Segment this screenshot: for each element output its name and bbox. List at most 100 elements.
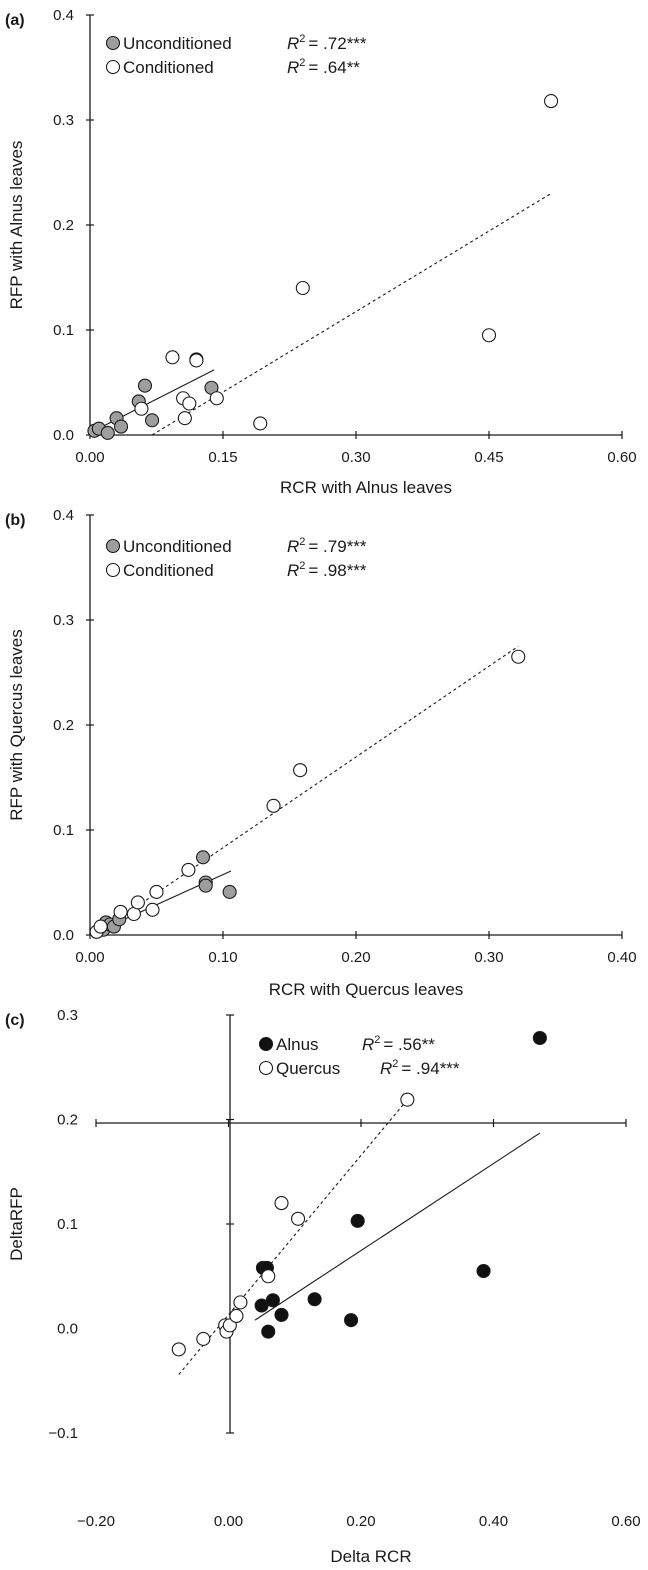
panel-c-y-tick-label: 0.3 [57,1007,78,1024]
panel-b-legend-marker-conditioned [105,562,121,578]
panel-c-label: (c) [5,1012,25,1029]
panel-a-y-tick-label: 0.1 [53,322,74,339]
panel-b-point-conditioned [93,919,108,934]
panel-c-legend-r2-alnus: R2 = .56** [362,1034,435,1054]
panel-c-legend-label-quercus: Quercus [276,1059,340,1078]
panel-b-y-tick-label: 0.3 [53,612,74,629]
panel-a-point-unconditioned [145,413,160,428]
panel-a-point-conditioned [544,94,559,109]
panel-a-y-tick-label: 0.4 [53,7,74,24]
panel-b-point-conditioned [113,904,128,919]
panel-a-trendline-unconditioned [89,369,215,434]
panel-b-point-unconditioned [196,850,211,865]
panel-b-x-tick-label: 0.40 [607,949,636,966]
panel-b-point-conditioned [293,763,308,778]
panel-a-legend-label-conditioned: Conditioned [123,58,214,77]
panel-c-y-tick-label: 0.2 [57,1112,78,1129]
panel-a-point-conditioned [134,401,149,416]
panel-c: (c) −0.1 0.0 0.1 0.2 0.3 −0.20 0.00 0.20 0.40 0.60… [5,1007,641,1566]
panel-c-x-tick-label: 0.60 [611,1513,640,1530]
panel-a-y-tick-label: 0.3 [53,112,74,129]
panel-c-legend-marker-alnus [258,1036,274,1052]
panel-c-point-alnus [476,1263,491,1279]
panel-c-y-axis-label: DeltaRFP [7,1187,26,1261]
panel-c-point-quercus [400,1092,415,1107]
panel-b-point-unconditioned [222,884,237,900]
panel-c-x-axis-label: Delta RCR [330,1547,411,1566]
panel-c-point-alnus [344,1313,359,1328]
panel-c-point-quercus [229,1308,244,1324]
panel-b-x-tick-label: 0.20 [341,949,370,966]
panel-a-x-tick-label: 0.30 [341,449,370,466]
panel-a-legend-marker-conditioned [105,59,121,75]
panel-a-point-conditioned [253,416,268,431]
panel-c-point-alnus [532,1030,547,1046]
panel-a-legend-marker-unconditioned [105,35,121,51]
panel-a: (a) 0.0 0.1 0.2 0.3 0.4 0.00 0.15 0.30 0.45 0.60 RC… [5,7,637,497]
panel-a-y-tick-label: 0.0 [53,427,74,444]
panel-b-y-tick-label: 0.0 [53,927,74,944]
panel-c-x-tick-label: −0.20 [77,1513,115,1530]
panel-c-x-tick-label: 0.20 [346,1513,375,1530]
panel-c-x-tick-label: 0.40 [479,1513,508,1530]
panel-a-x-tick-label: 0.15 [208,449,237,466]
panel-b-point-conditioned [511,649,526,664]
panel-c-point-alnus [254,1298,269,1313]
panel-a-y-axis-label: RFP with Alnus leaves [7,141,26,310]
panel-b-legend-label-conditioned: Conditioned [123,561,214,580]
panel-b-y-tick-label: 0.2 [53,717,74,734]
panel-b-x-tick-label: 0.00 [75,949,104,966]
panel-c-point-quercus [261,1269,276,1284]
panel-c-y-tick-label: 0.0 [57,1321,78,1338]
panel-b-y-tick-label: 0.4 [53,507,74,524]
panel-b-point-conditioned [145,902,160,917]
panel-c-point-quercus [291,1211,306,1226]
panel-a-point-conditioned [177,411,192,426]
panel-b-y-tick-label: 0.1 [53,822,74,839]
panel-c-legend-label-alnus: Alnus [276,1035,319,1054]
panel-b-point-conditioned [149,884,164,900]
panel-c-point-quercus [196,1331,211,1346]
panel-a-label: (a) [5,12,25,29]
panel-a-legend-label-unconditioned: Unconditioned [123,34,232,53]
panel-a-x-axis-label: RCR with Alnus leaves [280,478,452,497]
panel-c-trendline-alnus [254,1132,541,1321]
panel-a-x-tick-label: 0.00 [75,449,104,466]
panel-c-point-alnus [350,1213,365,1228]
panel-b-legend-marker-unconditioned [105,538,121,554]
panel-c-x-tick-label: 0.00 [214,1513,243,1530]
panel-c-point-quercus [233,1295,248,1310]
panel-c-y-tick-label: −0.1 [48,1425,78,1442]
panel-a-point-unconditioned [113,419,129,434]
panel-c-point-alnus [274,1307,289,1322]
panel-b-point-conditioned [266,798,281,813]
panel-b-x-tick-label: 0.10 [208,949,237,966]
panel-b: (b) 0.0 0.1 0.2 0.3 0.4 0.00 0.10 0.20 0.30 0.40 RC… [5,507,637,999]
panel-b-legend-r2-unconditioned: R2 = .79*** [287,536,367,556]
panel-c-point-alnus [265,1293,280,1308]
panel-b-point-conditioned [181,862,196,877]
panel-a-point-conditioned [189,353,204,368]
panel-b-point-unconditioned [198,878,213,893]
panel-c-y-tick-label: 0.1 [57,1216,78,1233]
panel-a-legend-r2-unconditioned: R2 = .72*** [287,33,367,53]
panel-b-x-axis-label: RCR with Quercus leaves [269,980,464,999]
panel-a-point-unconditioned [100,425,115,440]
panel-a-point-conditioned [481,328,497,343]
panel-c-point-quercus [171,1342,186,1357]
panel-b-x-tick-label: 0.30 [474,949,503,966]
panel-b-point-conditioned [130,895,145,910]
panel-a-legend-r2-conditioned: R2 = .64** [287,57,360,77]
panel-c-point-quercus [274,1196,289,1211]
panel-c-trendline-quercus [178,1099,408,1375]
panel-a-point-conditioned [295,280,310,296]
panel-a-point-unconditioned [137,378,153,393]
panel-b-y-axis-label: RFP with Quercus leaves [7,629,26,820]
panel-b-trendline-conditioned [96,645,519,935]
panel-c-legend-r2-quercus: R2 = .94*** [380,1058,460,1078]
panel-c-legend-marker-quercus [258,1060,274,1076]
panel-c-point-alnus [307,1292,322,1307]
panel-a-point-conditioned [165,350,180,365]
panel-b-legend-r2-conditioned: R2 = .98*** [287,560,367,580]
